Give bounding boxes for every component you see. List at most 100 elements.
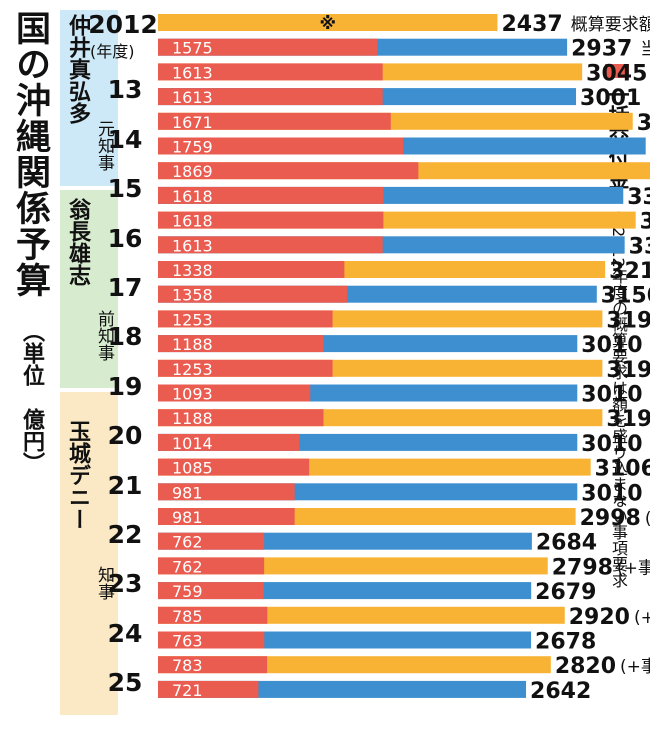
value-label-initial-25: 2642 xyxy=(530,679,591,704)
bar-lump-sum-initial-21 xyxy=(158,483,295,501)
bar-lump-sum-initial-20 xyxy=(158,433,300,451)
year-label-23: 23 xyxy=(107,569,143,599)
value-label-request-18: 3190 xyxy=(606,308,650,333)
lump-sum-label-initial-18: 1188 xyxy=(172,335,213,354)
value-label-request-13: 3045 xyxy=(586,61,647,86)
bar-lump-sum-request-15 xyxy=(158,162,419,180)
bar-lump-sum-initial-15 xyxy=(158,186,384,204)
bar-lump-sum-request-21 xyxy=(158,458,310,476)
value-label-initial-22: 2684 xyxy=(536,531,597,556)
lump-sum-label-initial-2012: 1575 xyxy=(172,39,213,58)
bar-lump-sum-request-24 xyxy=(158,606,268,624)
chart-title: 国の沖縄関係予算 xyxy=(10,10,50,298)
bar-lump-sum-initial-18 xyxy=(158,335,324,353)
legend-note: ※2012年度の概算要求は額を盛り込まない事項要求 xyxy=(609,208,628,588)
lump-sum-label-request-14: 1671 xyxy=(172,113,213,132)
value-label-request-21: 3106 xyxy=(595,457,650,482)
value-label-request-14: 3408 xyxy=(637,111,650,136)
unit-label: （単位 億円） xyxy=(19,320,44,474)
year-label-13: 13 xyxy=(107,75,143,105)
lump-sum-label-request-18: 1253 xyxy=(172,310,213,329)
row-label-request: 概算要求額 xyxy=(571,15,650,35)
value-label-initial-24: 2678 xyxy=(535,630,596,655)
extra-request-note-23: (+事項要求) xyxy=(617,558,650,578)
bar-lump-sum-initial-13 xyxy=(158,88,383,106)
year-label-21: 21 xyxy=(107,470,143,500)
lump-sum-label-request-22: 981 xyxy=(172,508,203,527)
lump-sum-label-initial-22: 762 xyxy=(172,533,203,552)
value-label-request-23: 2798 xyxy=(552,555,613,580)
lump-sum-label-initial-19: 1093 xyxy=(172,385,213,404)
lump-sum-label-request-19: 1253 xyxy=(172,360,213,379)
year-label-20: 20 xyxy=(107,421,143,451)
lump-sum-label-initial-15: 1618 xyxy=(172,187,213,206)
year-label-18: 18 xyxy=(107,322,143,352)
value-label-request-24: 2920 xyxy=(569,605,630,630)
value-label-request-25: 2820 xyxy=(555,654,616,679)
lump-sum-label-initial-20: 1014 xyxy=(172,434,213,453)
governor-name-nakaima: 仲井真弘多 xyxy=(65,14,90,124)
request-note-mark-2012: ※ xyxy=(319,14,336,34)
legend-lump-sum-swatch xyxy=(605,64,629,78)
bar-lump-sum-request-25 xyxy=(158,656,268,674)
bar-request-2012 xyxy=(158,14,498,31)
value-label-request-16: 3429 xyxy=(640,210,650,235)
governor-role-onaga: 前知事 xyxy=(94,310,114,361)
value-label-initial-15: 3340 xyxy=(627,185,650,210)
lump-sum-label-request-15: 1869 xyxy=(172,162,213,181)
bar-lump-sum-initial-22 xyxy=(158,532,265,550)
value-label-initial-21: 3010 xyxy=(581,481,642,506)
value-label-initial-13: 3001 xyxy=(580,86,641,111)
bar-lump-sum-request-17 xyxy=(158,261,345,278)
year-label-17: 17 xyxy=(107,273,143,302)
lump-sum-label-initial-24: 763 xyxy=(172,632,203,651)
bar-lump-sum-initial-16 xyxy=(158,236,383,254)
governor-name-tamaki: 玉城デニー xyxy=(65,420,90,530)
lump-sum-label-initial-17: 1358 xyxy=(172,286,213,305)
lump-sum-label-request-17: 1338 xyxy=(172,261,213,280)
governor-name-onaga: 翁長雄志 xyxy=(65,198,90,286)
year-label-15: 15 xyxy=(107,174,143,204)
value-label-initial-23: 2679 xyxy=(535,580,596,605)
lump-sum-label-initial-16: 1613 xyxy=(172,236,213,255)
lump-sum-label-initial-23: 759 xyxy=(172,582,203,601)
year-label-14: 14 xyxy=(107,124,143,154)
year-label-24: 24 xyxy=(107,618,143,648)
bar-lump-sum-request-20 xyxy=(158,409,324,427)
bar-lump-sum-initial-24 xyxy=(158,631,265,649)
extra-request-note-24: (+事項要求) xyxy=(634,608,650,628)
year-label-25: 25 xyxy=(107,668,143,698)
bar-lump-sum-initial-25 xyxy=(158,680,259,698)
value-label-request-20: 3190 xyxy=(606,407,650,432)
fiscal-year-unit: (年度) xyxy=(90,42,135,61)
value-label-initial-20: 3010 xyxy=(581,432,642,457)
year-label-22: 22 xyxy=(107,520,143,549)
governor-role-nakaima: 元知事 xyxy=(94,120,114,171)
lump-sum-label-initial-13: 1613 xyxy=(172,88,213,107)
lump-sum-label-request-20: 1188 xyxy=(172,409,213,428)
lump-sum-label-initial-21: 981 xyxy=(172,483,203,502)
year-label-16: 16 xyxy=(107,223,143,253)
value-label-request-19: 3190 xyxy=(606,358,650,383)
bar-lump-sum-request-16 xyxy=(158,211,384,229)
value-label-initial-2012: 2937 xyxy=(571,37,632,62)
value-label-request-22: 2998 xyxy=(580,506,641,531)
governor-role-tamaki: 知事 xyxy=(94,566,114,600)
value-label-request-17: 3210 xyxy=(609,259,650,284)
value-label-request-2012: 2437 xyxy=(501,12,562,37)
value-label-initial-19: 3010 xyxy=(581,383,642,408)
lump-sum-label-initial-25: 721 xyxy=(172,681,203,700)
bar-lump-sum-initial-14 xyxy=(158,137,404,155)
row-label-initial: 当初予算額 xyxy=(640,40,650,60)
lump-sum-label-initial-14: 1759 xyxy=(172,138,213,157)
lump-sum-label-request-21: 1085 xyxy=(172,459,213,478)
bar-lump-sum-request-19 xyxy=(158,359,333,377)
bar-lump-sum-initial-23 xyxy=(158,582,264,600)
bar-lump-sum-initial-17 xyxy=(158,285,348,303)
extra-request-note-22: (+事項要求) xyxy=(645,509,650,529)
bar-lump-sum-request-13 xyxy=(158,63,383,81)
bar-lump-sum-initial-2012 xyxy=(158,38,378,56)
bar-lump-sum-request-23 xyxy=(158,557,265,575)
bar-lump-sum-initial-19 xyxy=(158,384,311,402)
